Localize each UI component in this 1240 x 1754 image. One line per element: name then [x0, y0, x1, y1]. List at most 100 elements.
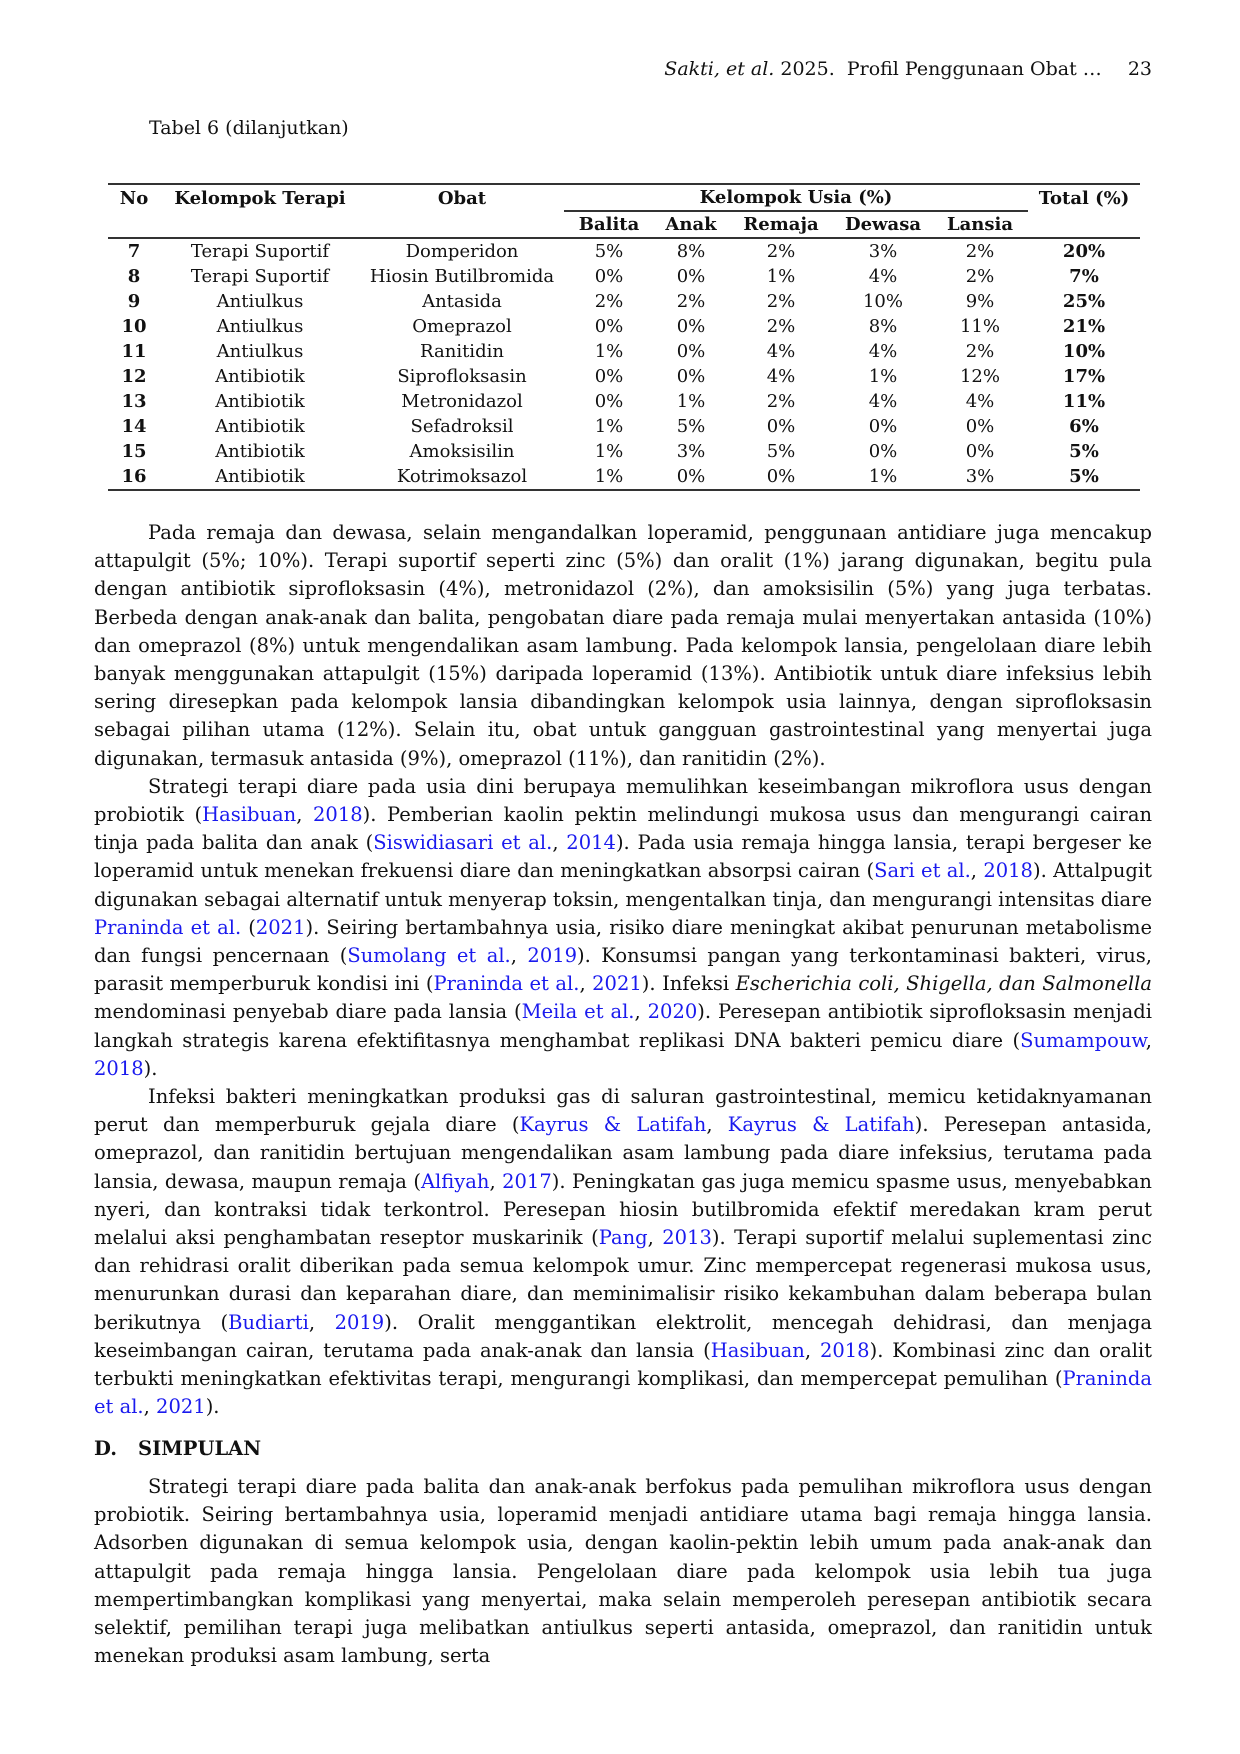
row-age-value: 4% [766, 366, 796, 387]
citation-link[interactable]: Sumolang et al. [347, 944, 511, 968]
citation-link[interactable]: Hasibuan [710, 1338, 805, 1362]
citation-link[interactable]: 2021 [156, 1395, 206, 1419]
citation-link[interactable]: Meila et al. [521, 1000, 635, 1024]
text-run: ( [241, 915, 256, 939]
row-no: 16 [108, 464, 160, 491]
row-age-value: 0% [728, 464, 834, 491]
row-drug: Hiosin Butilbromida [369, 266, 555, 287]
citation-link[interactable]: 2020 [647, 1000, 698, 1024]
row-total: 5% [1028, 464, 1140, 491]
citation-link[interactable]: Praninda et al. [94, 1367, 1152, 1419]
row-age-value: 0% [676, 316, 706, 337]
citation-link[interactable]: Kayrus & Latifah [519, 1113, 707, 1137]
row-drug: Domperidon [405, 241, 519, 262]
row-age-value: 2% [965, 241, 995, 262]
section-label: D. [94, 1437, 118, 1460]
citation-link[interactable]: Praninda et al. [433, 972, 580, 996]
citation-link[interactable]: 2018 [983, 859, 1033, 883]
row-total: 11% [1062, 391, 1106, 412]
text-run: ). Konsumsi pangan yang terkontaminasi b… [94, 944, 1152, 996]
citation-link[interactable]: Siswidiasari et al. [373, 831, 553, 855]
running-head-title: 2025. Profil Penggunaan Obat … [774, 58, 1102, 80]
row-group: Antiulkus [216, 341, 304, 362]
table-row: 13 Antibiotik Metronidazol 0% 1% 2% 4% 4% 11% [108, 389, 1140, 414]
italic-text: Escherichia coli, Shigella, dan Salmonel… [735, 972, 1152, 996]
citation-link[interactable]: 2021 [592, 972, 642, 996]
row-drug: Antasida [422, 291, 502, 312]
citation-link[interactable]: 2018 [94, 1056, 144, 1080]
row-no: 14 [121, 416, 147, 437]
citation-link[interactable]: 2018 [313, 803, 363, 827]
header-drug: Obat [360, 183, 564, 211]
row-drug: Sefadroksil [410, 416, 514, 437]
row-no: 8 [127, 266, 141, 287]
citation-link[interactable]: 2019 [334, 1310, 385, 1334]
paragraph: Strategi terapi diare pada balita dan an… [94, 1473, 1152, 1670]
text-run: Strategi terapi diare pada usia dini ber… [94, 774, 1152, 827]
citation-link[interactable]: Praninda et al. [94, 915, 242, 939]
citation-link[interactable]: Sari et al. [874, 859, 971, 883]
row-age-value: 3% [868, 241, 898, 262]
text-run: , [804, 1338, 820, 1362]
row-group: Terapi Suportif [190, 266, 330, 287]
text-run: Infeksi bakteri meningkatkan produksi ga… [94, 1085, 1152, 1137]
row-no: 15 [121, 441, 147, 462]
text-run: , [1145, 1028, 1152, 1052]
citation-link[interactable]: 2021 [255, 915, 306, 939]
row-age-value: 12% [959, 366, 1000, 387]
row-age-value: 3% [676, 441, 706, 462]
row-group: Terapi Suportif [190, 241, 330, 262]
row-age-value: 1% [868, 366, 898, 387]
row-group: Antibiotik [215, 441, 305, 462]
row-total: 10% [1062, 341, 1106, 362]
paragraph: Pada remaja dan dewasa, selain mengandal… [94, 519, 1152, 773]
row-age-value: 1% [594, 441, 624, 462]
citation-link[interactable]: Hasibuan [202, 803, 297, 827]
text-run: ). Peresepan antasida, omeprazol, dan ra… [94, 1113, 1153, 1193]
row-age-value: 2% [766, 241, 796, 262]
row-drug: Ranitidin [420, 341, 504, 362]
conclusion-text: Strategi terapi diare pada balita dan an… [94, 1473, 1152, 1670]
citation-link[interactable]: Alfiyah [420, 1169, 490, 1193]
text-run: , [706, 1113, 728, 1137]
row-age-value: 4% [868, 391, 898, 412]
citation-link[interactable]: Budiarti [228, 1310, 309, 1334]
text-run: , [647, 1226, 663, 1250]
text-run: ). Pemberian kaolin pektin melindungi mu… [94, 803, 1153, 855]
table-caption: Tabel 6 (dilanjutkan) [149, 117, 349, 139]
row-age-value: 2% [965, 341, 995, 362]
citation-link[interactable]: 2014 [566, 831, 616, 855]
table-row: 12 Antibiotik Siprofloksasin 0% 0% 4% 1% 12% 17% [108, 364, 1140, 389]
row-age-value: 1% [676, 391, 706, 412]
row-age-value: 0% [965, 441, 995, 462]
row-group: Antibiotik [160, 464, 360, 491]
row-age-value: 4% [965, 391, 995, 412]
citation-link[interactable]: Sumampouw [1020, 1028, 1146, 1052]
citation-link[interactable]: 2019 [527, 944, 578, 968]
header-age-group: Kelompok Usia (%) [564, 183, 1028, 212]
citation-link[interactable]: 2013 [662, 1226, 712, 1250]
text-run: ). Infeksi [641, 972, 736, 996]
row-age-value: 5% [676, 416, 706, 437]
row-drug: Amoksisilin [409, 441, 515, 462]
text-run: ). Peresepan antibiotik siprofloksasin m… [94, 1000, 1152, 1052]
text-run: , [296, 803, 313, 827]
citation-link[interactable]: 2018 [819, 1338, 870, 1362]
row-age-value: 0% [868, 416, 898, 437]
table-row: 14 Antibiotik Sefadroksil 1% 5% 0% 0% 0% 6% [108, 414, 1140, 439]
citation-link[interactable]: 2017 [502, 1169, 552, 1193]
text-run: , [510, 944, 528, 968]
row-age-value: 9% [965, 291, 995, 312]
text-run: ). [205, 1395, 220, 1419]
citation-link[interactable]: Pang [598, 1226, 648, 1250]
row-age-value: 2% [594, 291, 624, 312]
table-row: 15 Antibiotik Amoksisilin 1% 3% 5% 0% 0% 5% [108, 439, 1140, 464]
row-age-value: 0% [868, 441, 898, 462]
header-age: Anak [654, 211, 728, 239]
row-age-value: 0% [676, 266, 706, 287]
row-age-value: 0% [594, 391, 624, 412]
paragraph: Strategi terapi diare pada usia dini ber… [94, 773, 1152, 1083]
row-group: Antibiotik [215, 416, 305, 437]
row-age-value: 3% [932, 464, 1028, 491]
citation-link[interactable]: Kayrus & Latifah [727, 1113, 915, 1137]
